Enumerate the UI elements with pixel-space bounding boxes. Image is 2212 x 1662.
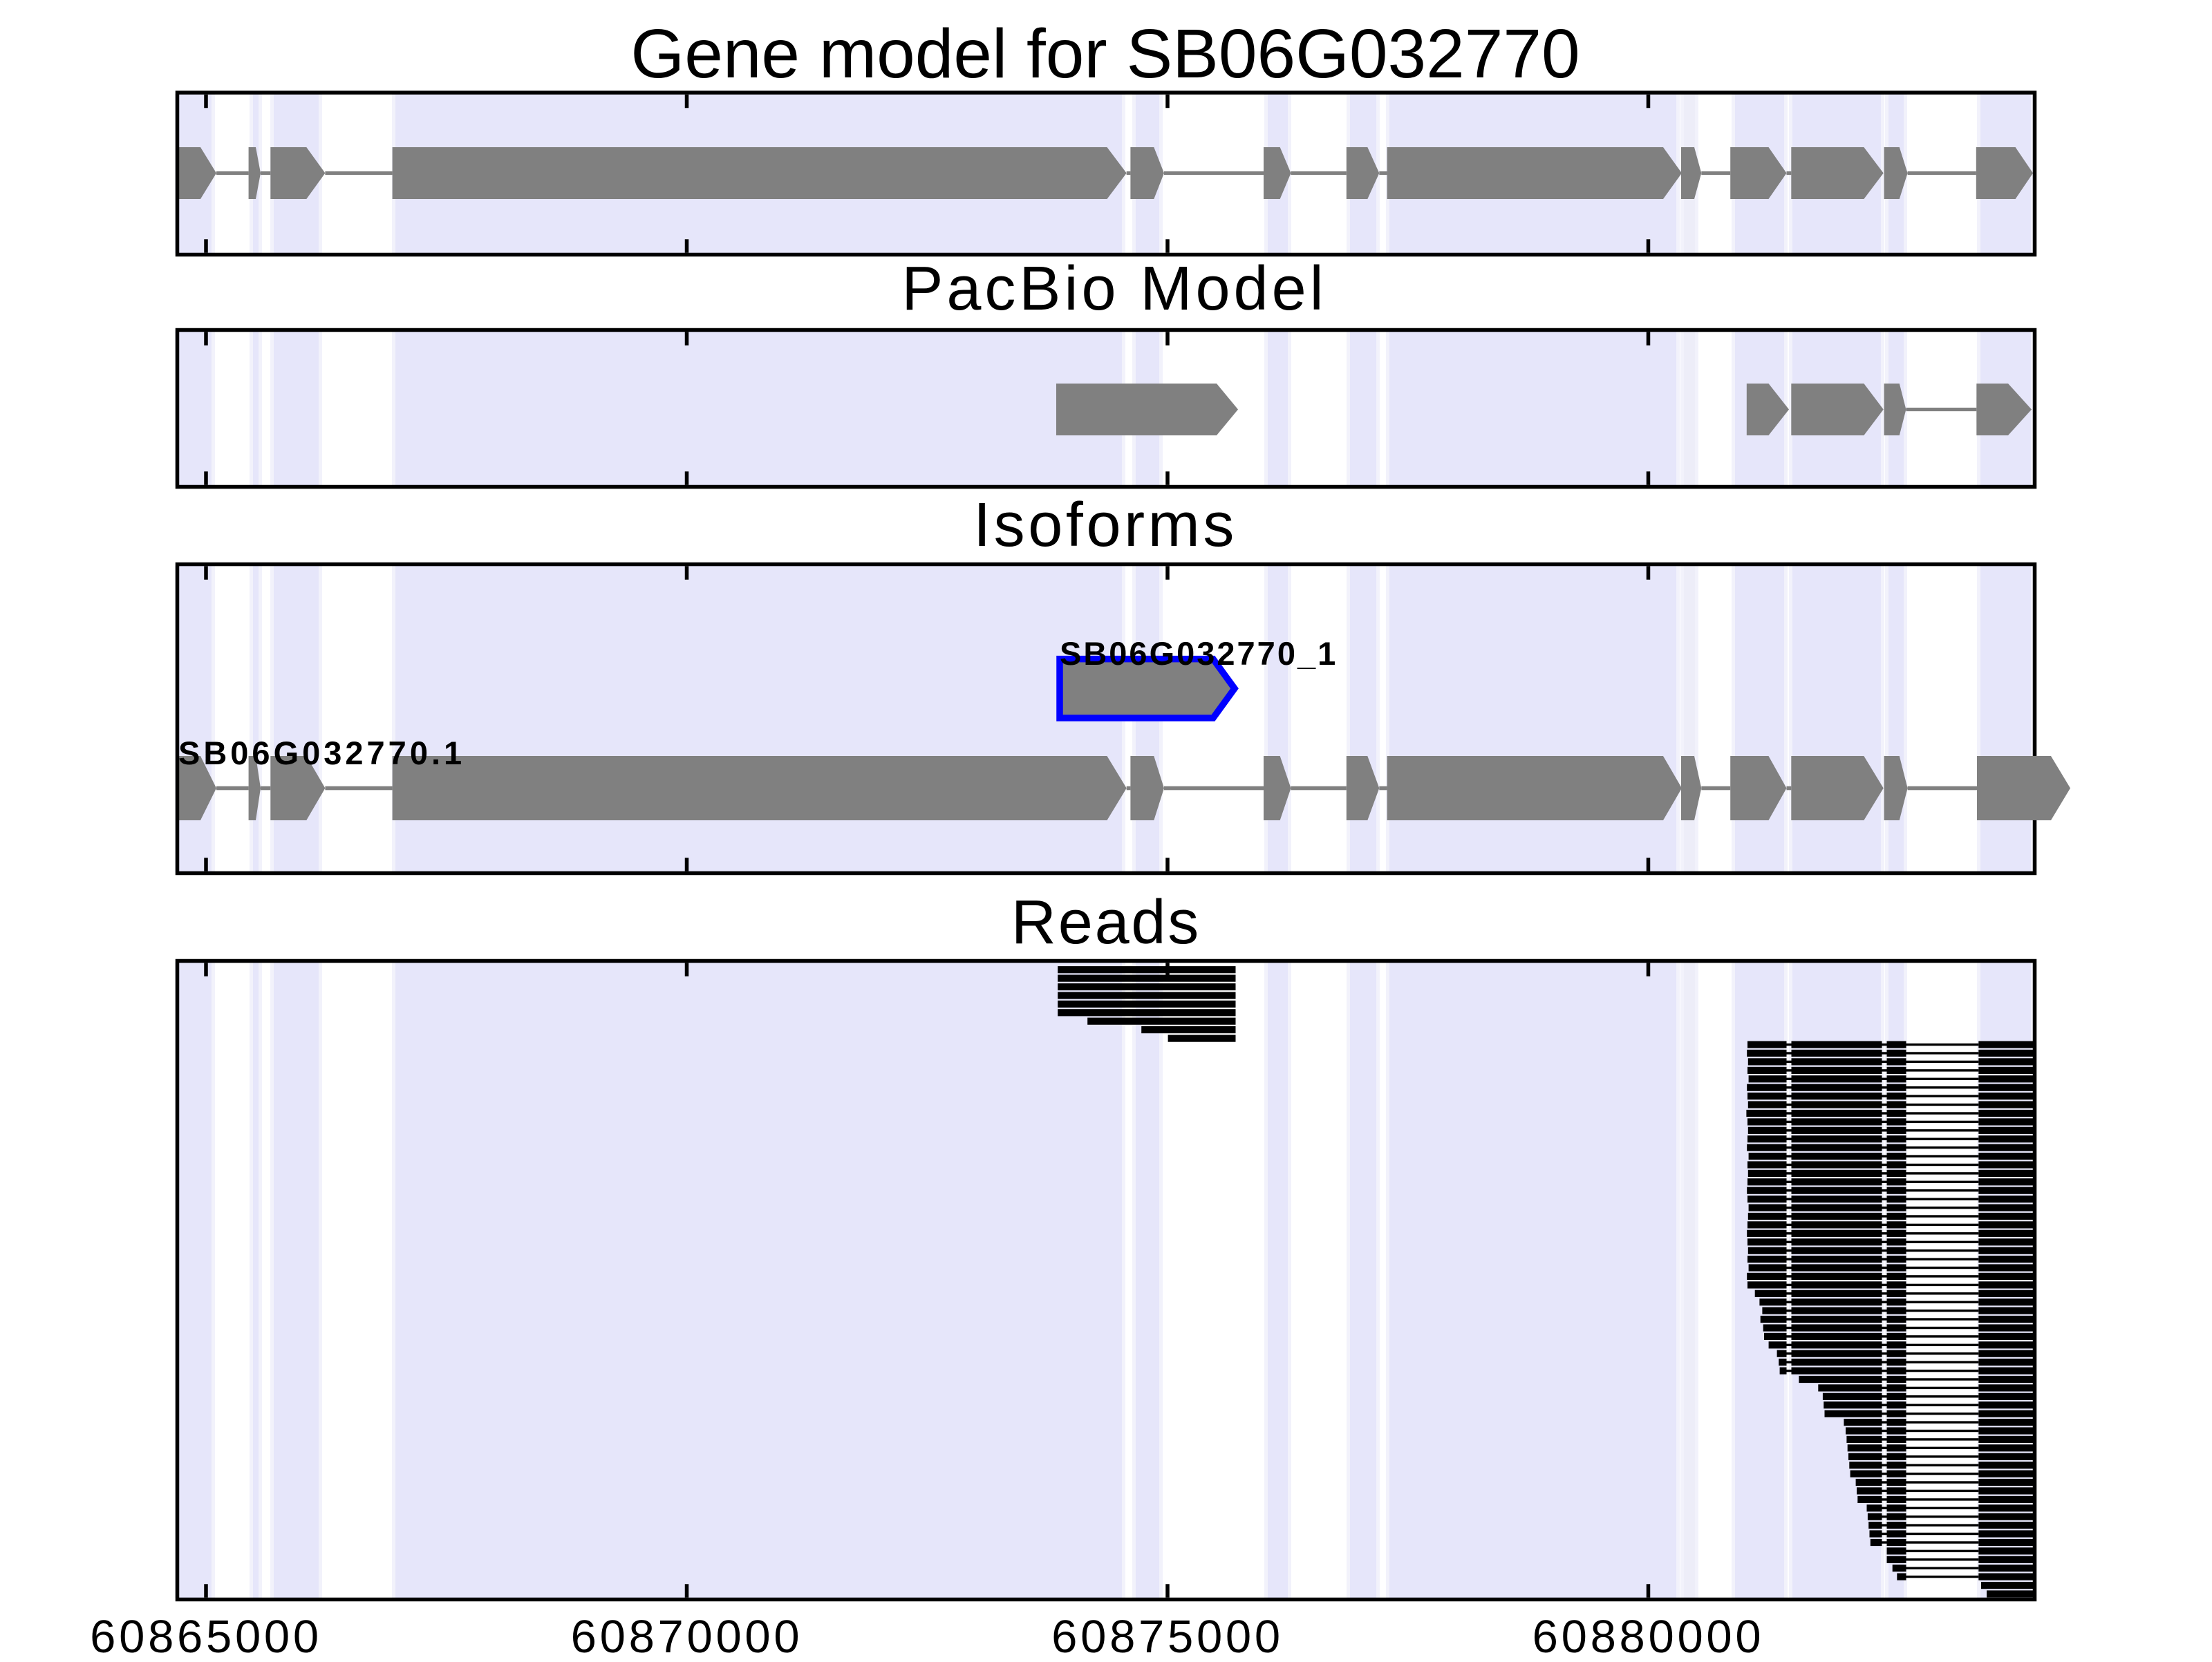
svg-text:60865000: 60865000 bbox=[90, 1611, 322, 1659]
svg-text:SB06G032770.1: SB06G032770.1 bbox=[178, 735, 465, 771]
svg-text:Reads: Reads bbox=[1011, 888, 1201, 957]
svg-text:PacBio Model: PacBio Model bbox=[901, 254, 1327, 323]
svg-text:60880000: 60880000 bbox=[1533, 1611, 1765, 1659]
svg-text:Isoforms: Isoforms bbox=[973, 491, 1237, 560]
svg-text:SB06G032770_1: SB06G032770_1 bbox=[1060, 635, 1338, 672]
svg-text:60870000: 60870000 bbox=[571, 1611, 803, 1659]
svg-text:Gene model for SB06G032770: Gene model for SB06G032770 bbox=[630, 15, 1580, 93]
svg-text:60875000: 60875000 bbox=[1051, 1611, 1284, 1659]
